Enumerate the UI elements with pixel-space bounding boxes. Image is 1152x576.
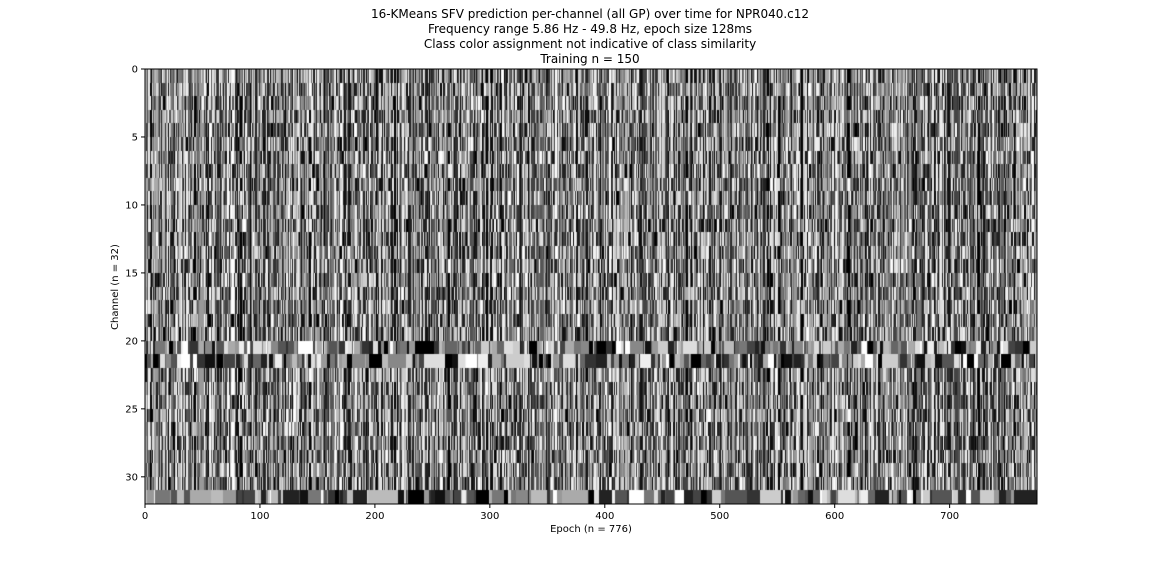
y-tick-label: 20 (125, 336, 138, 347)
x-axis-label: Epoch (n = 776) (550, 524, 632, 535)
y-tick-label: 25 (125, 404, 138, 415)
chart-title: 16-KMeans SFV prediction per-channel (al… (371, 7, 809, 66)
title-line-2: Frequency range 5.86 Hz - 49.8 Hz, epoch… (428, 22, 752, 36)
x-tick-label: 500 (710, 511, 729, 522)
title-line-3: Class color assignment not indicative of… (424, 37, 756, 51)
heatmap-image (145, 69, 1037, 504)
x-tick-label: 200 (365, 511, 384, 522)
x-tick-label: 0 (142, 511, 148, 522)
y-tick-label: 30 (125, 472, 138, 483)
y-tick-label: 10 (125, 200, 138, 211)
title-line-1: 16-KMeans SFV prediction per-channel (al… (371, 7, 809, 21)
x-tick-label: 700 (940, 511, 959, 522)
plot-frame (144, 68, 1038, 505)
x-tick-label: 400 (595, 511, 614, 522)
y-tick-label: 5 (132, 132, 138, 143)
y-axis-label: Channel (n = 32) (110, 244, 121, 330)
x-tick-label: 600 (825, 511, 844, 522)
y-tick-label: 15 (125, 268, 138, 279)
x-tick-label: 100 (250, 511, 269, 522)
y-tick-label: 0 (132, 65, 138, 76)
x-axis: 0 100 200 300 400 500 600 700 (142, 504, 959, 522)
y-axis: 0 5 10 15 20 25 30 (125, 65, 145, 483)
title-line-4: Training n = 150 (539, 52, 639, 66)
x-tick-label: 300 (480, 511, 499, 522)
